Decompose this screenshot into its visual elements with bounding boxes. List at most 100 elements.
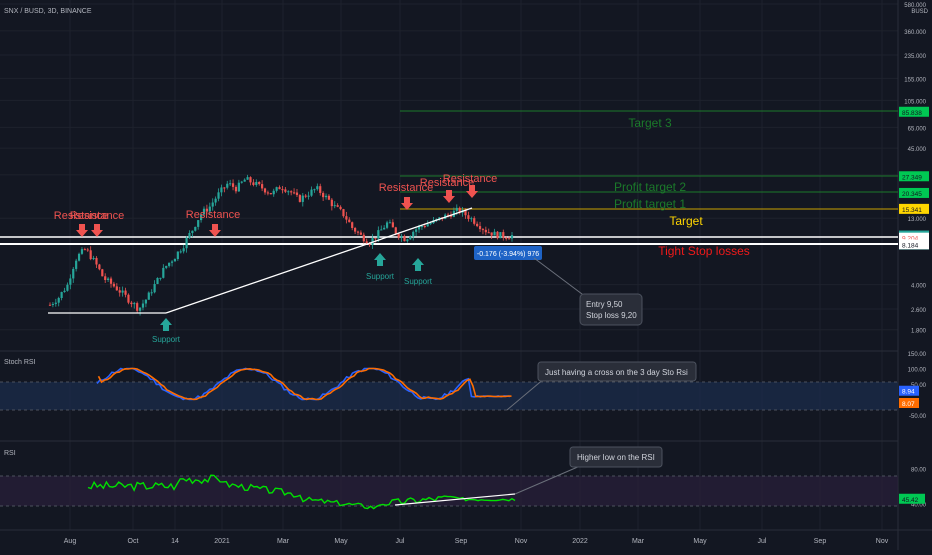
candle-body: [223, 187, 226, 189]
price-badge-label: 27.349: [902, 174, 922, 181]
time-axis[interactable]: Aug Oct 14 2021 Mar May Jul Sep Nov 2022 Mar May Jul…: [64, 538, 889, 545]
rsi-higher-low-line[interactable]: [394, 493, 516, 506]
candle-body: [92, 257, 95, 260]
candle-body: [179, 251, 182, 253]
candle-body: [130, 302, 133, 305]
candle-body: [199, 214, 203, 221]
candle-body: [385, 222, 389, 228]
candle-body: [89, 250, 92, 260]
candle-body: [214, 198, 217, 203]
rsi-band: [0, 476, 898, 506]
candle-body: [467, 215, 470, 219]
candle-body: [342, 209, 345, 217]
stoch-tick-label: 150.00: [908, 352, 927, 358]
candle-body: [415, 229, 418, 232]
candle-body: [275, 187, 278, 191]
candle-body: [194, 226, 197, 231]
candle-body: [185, 237, 188, 249]
candle-body: [182, 248, 185, 252]
candle-body: [57, 298, 60, 303]
candle-body: [156, 278, 159, 284]
candle-body: [464, 209, 467, 216]
entry-callout-pointer: [533, 257, 591, 301]
time-tick-label: Jul: [758, 538, 767, 545]
entry-line: Entry 9,50: [586, 300, 623, 309]
candle-body: [397, 233, 400, 238]
time-tick-label: 2021: [214, 538, 230, 545]
candle-body: [304, 195, 307, 197]
candle-body: [168, 262, 171, 266]
candle-body: [136, 303, 139, 311]
candle-body: [307, 195, 310, 197]
candle-body: [98, 264, 101, 270]
candle-body: [124, 290, 127, 295]
price-tick-label: 13.000: [908, 217, 927, 223]
profit-target2-label: Profit target 2: [614, 180, 686, 194]
rsi-tick-label: 80.00: [911, 468, 927, 474]
candle-body: [374, 238, 377, 240]
candle-body: [109, 278, 113, 284]
candle-body: [133, 303, 136, 305]
candle-body: [266, 192, 270, 194]
candle-body: [345, 216, 348, 220]
candle-body: [141, 303, 145, 308]
candle-body: [159, 277, 162, 279]
candle-body: [246, 177, 249, 180]
stoch-note: Just having a cross on the 3 day Sto Rsi: [545, 368, 688, 377]
price-tick-label: 65.000: [908, 126, 927, 132]
price-tick-label: 105.000: [904, 99, 926, 105]
candle-body: [60, 292, 63, 299]
entry-callout[interactable]: [579, 293, 643, 326]
candle-body: [104, 276, 107, 280]
price-badge: [899, 203, 929, 214]
candle-body: [269, 193, 272, 195]
candle-body: [455, 207, 458, 211]
stoch-callout[interactable]: [537, 361, 697, 382]
price-badge-label: 20.345: [902, 191, 922, 198]
candle-body: [118, 290, 121, 293]
support-arrow-icon: [160, 318, 172, 331]
candle-body: [191, 230, 194, 234]
rsi-badge: [899, 493, 925, 504]
candle-body: [112, 283, 116, 287]
candle-body: [310, 189, 313, 196]
candle-body: [217, 192, 220, 199]
vertical-grid: [69, 0, 883, 530]
stoch-title: Stoch RSI: [4, 359, 36, 366]
support-label: Support: [366, 272, 395, 281]
price-tick-label: 235.000: [904, 54, 926, 60]
candle-body: [481, 229, 485, 231]
candle-body: [359, 232, 363, 235]
candle-body: [77, 253, 81, 261]
rsi-callout-pointer: [514, 465, 581, 495]
candle-body: [54, 302, 57, 304]
candle-body: [499, 232, 502, 239]
candle-body: [507, 238, 511, 240]
candle-body: [368, 243, 371, 245]
candle-body: [409, 236, 412, 240]
candle-body: [287, 191, 290, 193]
target-levels: [0, 110, 898, 245]
candle-body: [115, 286, 118, 291]
candle-body: [173, 259, 177, 262]
candle-body: [493, 231, 496, 236]
candle-body: [473, 218, 476, 224]
candle-body: [202, 208, 206, 215]
price-badge-label: 9.204: [902, 236, 919, 243]
candle-body: [229, 183, 232, 185]
support-arrow-icon: [374, 253, 386, 266]
candle-body: [281, 189, 284, 191]
candle-body: [313, 189, 316, 191]
support-label: Support: [404, 277, 433, 286]
target-label: Target: [669, 214, 703, 228]
uptrend-line[interactable]: [165, 207, 473, 314]
candle-body: [510, 235, 514, 239]
rsi-callout[interactable]: [569, 446, 663, 468]
candle-body: [263, 188, 267, 193]
measure-box[interactable]: [474, 246, 542, 260]
candle-body: [330, 199, 333, 207]
